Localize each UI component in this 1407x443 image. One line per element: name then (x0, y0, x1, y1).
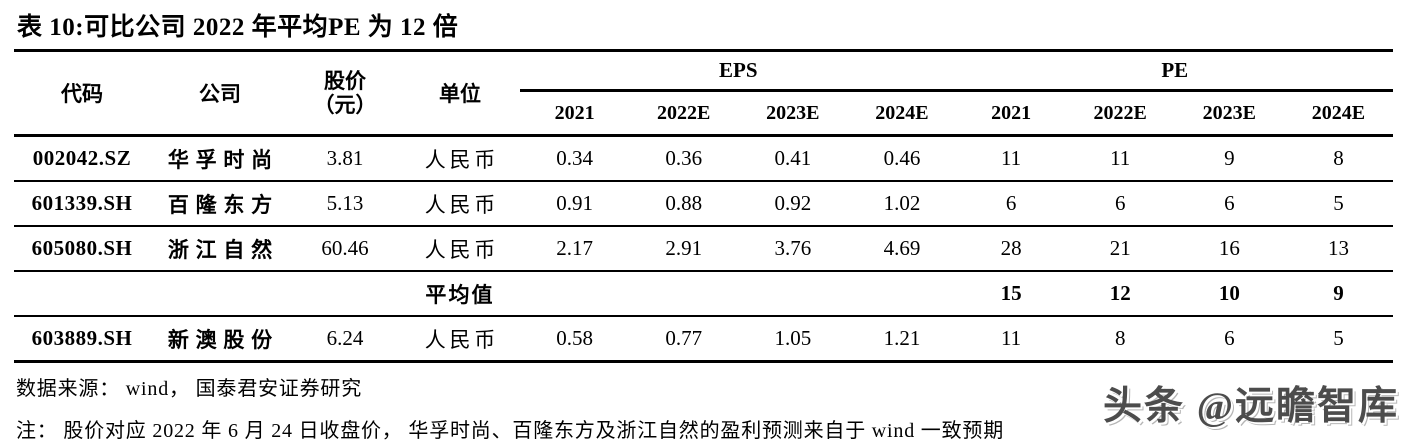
col-header-price: 股价 （元） (290, 52, 400, 134)
pe-value: 13 (1327, 236, 1349, 260)
eps-value: 0.88 (665, 191, 703, 215)
eps-value: 2.91 (665, 236, 703, 260)
pe-value: 5 (1333, 191, 1344, 215)
stock-price: 60.46 (321, 236, 369, 260)
company-name: 新澳股份 (167, 327, 279, 352)
eps-value: 1.02 (883, 191, 921, 215)
eps-value: 0.91 (556, 191, 593, 215)
watermark: 头条 @远瞻智库 (1102, 385, 1399, 428)
stock-code: 603889.SH (31, 326, 133, 350)
eps-year-2021: 2021 (554, 101, 595, 124)
table-row: 601339.SH 百隆东方 5.13 人民币 0.91 0.88 0.92 1… (14, 180, 1393, 225)
average-pe-value: 15 (1000, 281, 1022, 305)
currency-unit: 人民币 (424, 147, 500, 172)
pe-value: 16 (1218, 236, 1240, 260)
pe-year-2021: 2021 (991, 101, 1032, 124)
pe-value: 5 (1333, 326, 1344, 350)
pe-value: 6 (1224, 191, 1235, 215)
eps-value: 0.36 (665, 146, 703, 170)
average-pe-value: 12 (1109, 281, 1131, 305)
comparable-companies-table: 代码 公司 股价 （元） 单位 EPS PE 2021 2022E 2023E … (14, 49, 1393, 363)
eps-year-2024e: 2024E (875, 101, 929, 124)
pe-year-2024e: 2024E (1311, 101, 1366, 124)
eps-value: 1.21 (883, 326, 921, 350)
eps-value: 0.77 (665, 326, 703, 350)
stock-code: 605080.SH (31, 236, 133, 260)
currency-unit: 人民币 (424, 237, 500, 262)
average-row: 平均值 15 12 10 9 (14, 270, 1393, 315)
group-header-eps: EPS (520, 52, 957, 92)
average-pe-value: 10 (1218, 281, 1240, 305)
stock-price: 6.24 (326, 326, 364, 350)
stock-code: 002042.SZ (32, 146, 132, 170)
stock-price: 5.13 (326, 191, 364, 215)
table-row: 605080.SH 浙江自然 60.46 人民币 2.17 2.91 3.76 … (14, 225, 1393, 270)
pe-value: 11 (1110, 146, 1131, 170)
table-row: 603889.SH 新澳股份 6.24 人民币 0.58 0.77 1.05 1… (14, 315, 1393, 360)
pe-value: 21 (1109, 236, 1131, 260)
eps-year-2022e: 2022E (657, 101, 711, 124)
average-pe-value: 9 (1333, 281, 1344, 305)
pe-value: 8 (1333, 146, 1344, 170)
pe-value: 8 (1114, 326, 1126, 350)
pe-year-2023e: 2023E (1202, 101, 1256, 124)
pe-value: 28 (1000, 236, 1022, 260)
eps-value: 0.41 (774, 146, 812, 170)
price-label-line2: （元） (313, 93, 377, 117)
currency-unit: 人民币 (424, 327, 500, 352)
stock-code: 601339.SH (31, 191, 133, 215)
company-name: 浙江自然 (167, 237, 279, 262)
table-header: 代码 公司 股价 （元） 单位 EPS PE 2021 2022E 2023E … (14, 52, 1393, 137)
company-name: 华孚时尚 (167, 147, 279, 172)
col-header-unit: 单位 (439, 82, 481, 106)
average-label: 平均值 (425, 282, 495, 307)
eps-value: 0.46 (883, 146, 921, 170)
price-label-line1: 股价 (324, 68, 366, 93)
pe-value: 11 (1000, 326, 1022, 350)
table-row: 002042.SZ 华孚时尚 3.81 人民币 0.34 0.36 0.41 0… (14, 137, 1393, 180)
pe-value: 6 (1224, 326, 1235, 350)
group-header-pe: PE (956, 52, 1393, 92)
eps-value: 0.34 (556, 146, 593, 170)
col-header-company: 公司 (199, 82, 241, 106)
table-title: 表 10:可比公司 2022 年平均PE 为 12 倍 (17, 14, 459, 41)
eps-value: 4.69 (883, 236, 921, 260)
currency-unit: 人民币 (424, 192, 500, 217)
col-header-code: 代码 (61, 82, 103, 106)
data-source-line: 数据来源： wind， 国泰君安证券研究 (16, 378, 362, 400)
pe-value: 6 (1114, 191, 1126, 215)
eps-value: 1.05 (774, 326, 812, 350)
eps-value: 0.58 (556, 326, 593, 350)
pe-value: 11 (1000, 146, 1022, 170)
eps-value: 0.92 (774, 191, 812, 215)
pe-value: 9 (1224, 146, 1235, 170)
pe-year-2022e: 2022E (1093, 101, 1147, 124)
stock-price: 3.81 (326, 146, 364, 170)
eps-value: 3.76 (774, 236, 812, 260)
eps-year-2023e: 2023E (766, 101, 820, 124)
eps-value: 2.17 (556, 236, 593, 260)
company-name: 百隆东方 (167, 192, 279, 217)
pe-value: 6 (1005, 191, 1017, 215)
